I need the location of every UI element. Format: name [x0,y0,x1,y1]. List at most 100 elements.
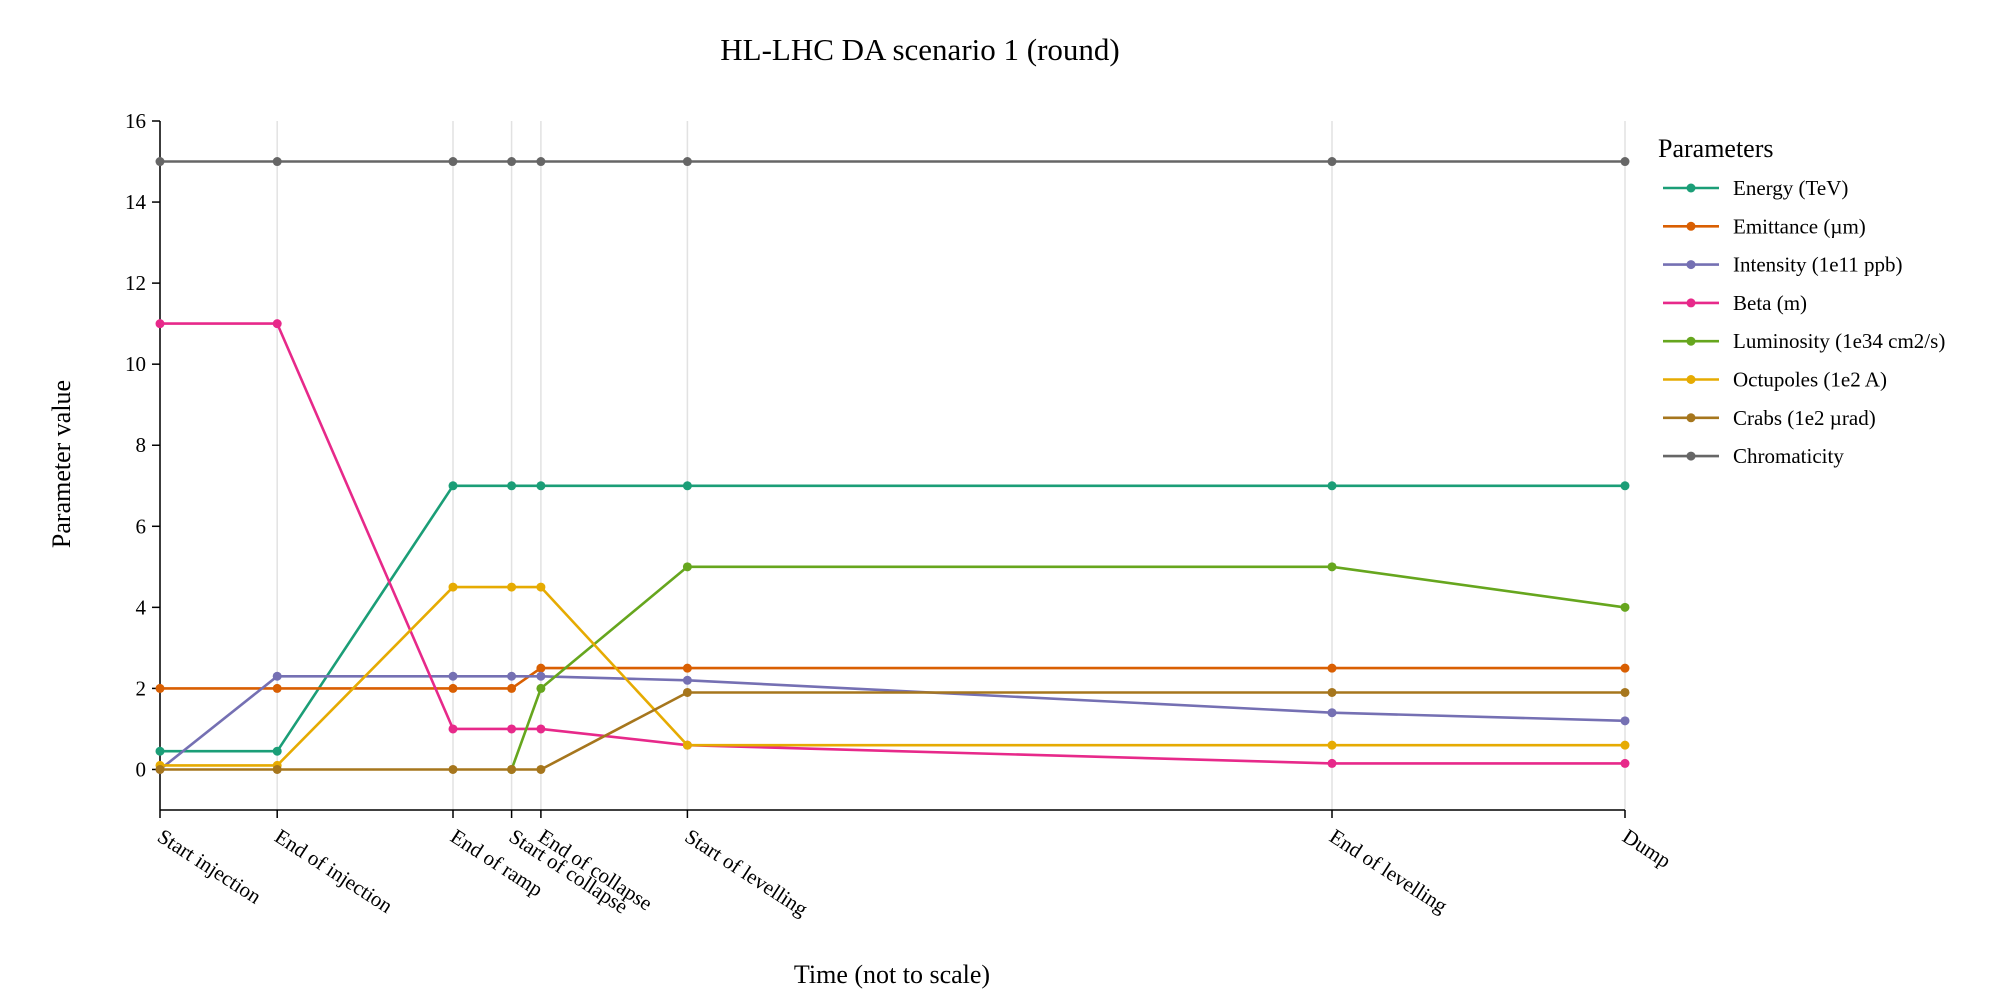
data-point [448,157,458,167]
legend-swatch-marker [1686,451,1696,461]
legend-swatch-marker [1686,375,1696,384]
data-point [536,671,546,681]
data-point [155,764,165,774]
x-tick-label: Start injection [153,824,266,909]
legend-swatch-marker [1686,413,1696,423]
data-point [507,671,517,681]
series-line [160,484,1625,753]
data-point [272,683,282,693]
y-tick-label: 10 [125,352,146,376]
series-line [160,691,1625,771]
data-point [536,157,546,167]
data-point [1620,687,1630,697]
legend-swatch-marker [1686,336,1696,346]
data-point [448,764,458,774]
legend-swatch-marker [1686,183,1696,193]
x-tick-label: Dump [1618,824,1675,873]
data-point [536,724,546,734]
series-7 [155,157,1630,167]
chart-title: HL-LHC DA scenario 1 (round) [720,32,1119,67]
data-point [155,157,165,167]
data-point [1620,758,1630,768]
data-point [1620,157,1630,167]
series-line [160,666,1625,690]
data-point [272,746,282,756]
data-point [536,582,546,592]
legend-item: Emittance (µm) [1663,214,1866,238]
data-point [536,663,546,673]
data-point [1327,708,1337,718]
data-point [155,319,165,329]
x-tick-label: End of injection [270,824,397,918]
data-point [272,764,282,774]
data-point [1620,481,1630,491]
data-point [507,724,517,734]
y-tick-label: 8 [136,433,147,457]
y-tick-label: 4 [136,595,147,619]
data-point [1327,758,1337,768]
data-point [682,675,692,685]
legend-item: Crabs (1e2 µrad) [1663,406,1876,430]
data-point [536,481,546,491]
data-point [448,724,458,734]
series-0 [155,481,1630,756]
data-point [155,746,165,756]
legend-item: Energy (TeV) [1663,176,1848,200]
data-point [1620,602,1630,612]
series-line [160,585,1625,767]
data-point [682,740,692,750]
series-2 [155,671,1630,774]
data-point [155,683,165,693]
series-line [160,322,1625,765]
legend-swatch-marker [1686,260,1696,270]
legend-label: Intensity (1e11 ppb) [1733,253,1903,277]
data-point [272,319,282,329]
data-point [507,764,517,774]
legend-label: Luminosity (1e34 cm2/s) [1733,329,1945,353]
data-point [1327,481,1337,491]
legend-label: Crabs (1e2 µrad) [1733,406,1876,430]
data-point [682,663,692,673]
y-tick-label: 0 [136,757,147,781]
x-tick-label: Start of levelling [681,824,813,921]
legend-title: Parameters [1658,134,1774,163]
legend-swatch-marker [1686,298,1696,308]
legend: Parameters Energy (TeV) Emittance (µm) Int… [1658,134,1945,468]
axes: 0 2 4 6 8 10 12 14 16 Start injection End of injec… [125,109,1675,921]
y-tick-label: 2 [136,676,147,700]
data-point [1327,562,1337,572]
legend-item: Octupoles (1e2 A) [1663,368,1887,392]
data-point [1327,157,1337,167]
data-point [448,683,458,693]
series-6 [155,687,1630,774]
data-point [1327,740,1337,750]
x-tick-label: End of levelling [1325,824,1452,918]
data-point [448,671,458,681]
data-point [1620,663,1630,673]
legend-label: Emittance (µm) [1733,214,1866,238]
data-point [682,481,692,491]
data-point [448,582,458,592]
grid-lines [159,121,1626,810]
series-line [159,675,1626,771]
data-point [507,157,517,167]
legend-label: Energy (TeV) [1733,176,1848,200]
legend-item: Beta (m) [1663,291,1807,315]
y-tick-label: 6 [136,514,147,538]
series-layer [155,157,1630,774]
data-point [507,481,517,491]
legend-label: Beta (m) [1733,291,1807,315]
x-axis-label: Time (not to scale) [794,960,990,989]
legend-label: Octupoles (1e2 A) [1733,368,1887,392]
data-point [1327,663,1337,673]
data-point [682,562,692,572]
data-point [682,157,692,167]
y-tick-label: 16 [125,109,146,133]
data-point [536,764,546,774]
data-point [1620,740,1630,750]
data-point [507,683,517,693]
y-tick-label: 12 [125,271,146,295]
legend-swatch-marker [1686,221,1696,231]
data-point [272,157,282,167]
